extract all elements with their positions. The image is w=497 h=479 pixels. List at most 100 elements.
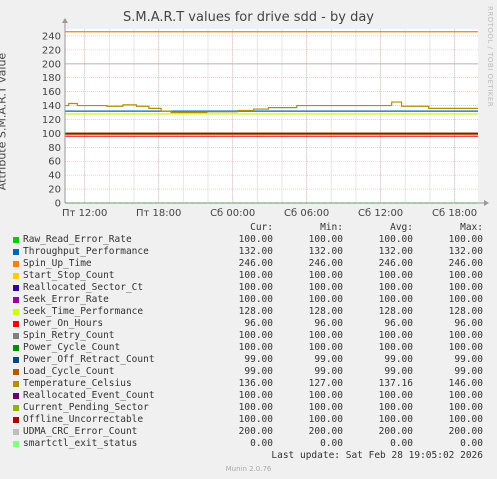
legend-min-value: 100.00 <box>308 330 343 341</box>
legend-color-swatch <box>13 392 19 399</box>
legend-series-cell: Raw_Read_Error_Rate <box>13 234 203 246</box>
legend-avg-value: 137.16 <box>378 378 413 389</box>
legend-min-value: 99.00 <box>314 366 343 377</box>
legend-row: Reallocated_Event_Count 100.00 100.00 100.0… <box>13 390 483 402</box>
legend-avg-value: 200.00 <box>378 426 413 437</box>
legend-min-value: 96.00 <box>314 318 343 329</box>
legend-max-value: 99.00 <box>454 354 483 365</box>
legend-max-value: 99.00 <box>454 366 483 377</box>
legend-avg-value: 100.00 <box>378 294 413 305</box>
rrdtool-watermark: RRDTOOL / TOBI OETIKER <box>486 6 494 108</box>
legend-max-value: 128.00 <box>448 306 483 317</box>
legend-series-cell: Seek_Time_Performance <box>13 306 203 318</box>
legend-color-swatch <box>13 416 19 423</box>
legend-cur-value: 100.00 <box>238 234 273 245</box>
legend-table: Cur: Min: Avg: Max: Raw_Read_Error_Rate 1… <box>13 222 483 450</box>
legend-avg-value: 100.00 <box>378 330 413 341</box>
legend-series-name: Reallocated_Sector_Ct <box>23 282 144 293</box>
legend-max-value: 100.00 <box>448 414 483 425</box>
legend-row: Seek_Error_Rate 100.00 100.00 100.00 100.00 <box>13 294 483 306</box>
legend-row: Temperature_Celsius 136.00 127.00 137.16 146… <box>13 378 483 390</box>
legend-cur-value: 99.00 <box>244 354 273 365</box>
legend-series-cell: UDMA_CRC_Error_Count <box>13 426 203 438</box>
legend-color-swatch <box>13 248 19 255</box>
legend-avg-value: 246.00 <box>378 258 413 269</box>
legend-row: Seek_Time_Performance 128.00 128.00 128.00 1… <box>13 306 483 318</box>
legend-avg-value: 132.00 <box>378 246 413 257</box>
legend-avg-value: 100.00 <box>378 282 413 293</box>
legend-color-swatch <box>13 332 19 339</box>
legend-avg-value: 100.00 <box>378 414 413 425</box>
legend-cur-value: 136.00 <box>238 378 273 389</box>
legend-avg-value: 100.00 <box>378 234 413 245</box>
last-update: Last update: Sat Feb 28 19:05:02 2026 <box>271 450 483 461</box>
legend-series-cell: Seek_Error_Rate <box>13 294 203 306</box>
legend-color-swatch <box>13 428 19 435</box>
legend-max-value: 100.00 <box>448 270 483 281</box>
legend-series-cell: Spin_Up_Time <box>13 258 203 270</box>
plot-area <box>65 29 478 203</box>
legend-header-row: Cur: Min: Avg: Max: <box>13 222 483 234</box>
legend-series-name: Seek_Time_Performance <box>23 306 144 317</box>
y-tick-label: 120 <box>42 115 61 126</box>
legend-color-swatch <box>13 308 19 315</box>
legend-row: Throughput_Performance 132.00 132.00 132.00… <box>13 246 483 258</box>
legend-series-cell: Power_Off_Retract_Count <box>13 354 203 366</box>
legend-avg-value: 99.00 <box>384 354 413 365</box>
legend-cur-value: 132.00 <box>238 246 273 257</box>
legend-series-cell: Power_On_Hours <box>13 318 203 330</box>
legend-avg-value: 96.00 <box>384 318 413 329</box>
legend-header-cur: Cur: <box>250 222 273 233</box>
legend-series-name: Reallocated_Event_Count <box>23 390 155 401</box>
legend-cur-value: 100.00 <box>238 294 273 305</box>
y-tick-label: 160 <box>42 87 61 98</box>
legend-series-cell: smartctl_exit_status <box>13 438 203 450</box>
legend-series-cell: Power_Cycle_Count <box>13 342 203 354</box>
legend-min-value: 100.00 <box>308 402 343 413</box>
legend-max-value: 96.00 <box>454 318 483 329</box>
legend-row: Power_Off_Retract_Count 99.00 99.00 99.00 99… <box>13 354 483 366</box>
y-tick-label: 180 <box>42 73 61 84</box>
legend-max-value: 246.00 <box>448 258 483 269</box>
legend-avg-value: 100.00 <box>378 342 413 353</box>
legend-cur-value: 100.00 <box>238 342 273 353</box>
legend-min-value: 100.00 <box>308 342 343 353</box>
y-tick-label: 80 <box>48 143 61 154</box>
legend-series-name: Power_Cycle_Count <box>23 342 121 353</box>
legend-row: Start_Stop_Count 100.00 100.00 100.00 100.00 <box>13 270 483 282</box>
x-tick-label: Сб 18:00 <box>432 208 477 219</box>
legend-min-value: 99.00 <box>314 354 343 365</box>
x-tick-label: Сб 00:00 <box>210 208 255 219</box>
legend-row: smartctl_exit_status 0.00 0.00 0.00 0.00 <box>13 438 483 450</box>
legend-avg-value: 128.00 <box>378 306 413 317</box>
x-tick-label: Сб 06:00 <box>284 208 329 219</box>
legend-avg-value: 100.00 <box>378 402 413 413</box>
legend-min-value: 128.00 <box>308 306 343 317</box>
legend-series-name: UDMA_CRC_Error_Count <box>23 426 138 437</box>
legend-series-cell: Reallocated_Event_Count <box>13 390 203 402</box>
legend-avg-value: 99.00 <box>384 366 413 377</box>
x-axis-arrow <box>484 200 489 206</box>
legend-max-value: 132.00 <box>448 246 483 257</box>
legend-cur-value: 100.00 <box>238 330 273 341</box>
legend-min-value: 100.00 <box>308 414 343 425</box>
legend-min-value: 100.00 <box>308 294 343 305</box>
legend-cur-value: 100.00 <box>238 390 273 401</box>
legend-cur-value: 100.00 <box>238 282 273 293</box>
y-tick-label: 100 <box>42 129 61 140</box>
legend-min-value: 100.00 <box>308 234 343 245</box>
legend-header-max: Max: <box>460 222 483 233</box>
legend-cur-value: 99.00 <box>244 366 273 377</box>
legend-series-cell: Start_Stop_Count <box>13 270 203 282</box>
smart-chart: 0 20 40 60 80 100 120 140 160 180 200 220 240 Пт 12:0… <box>42 18 489 219</box>
y-tick-label: 220 <box>42 45 61 56</box>
y-tick-label: 20 <box>48 185 61 196</box>
legend-max-value: 100.00 <box>448 282 483 293</box>
legend-cur-value: 0.00 <box>250 438 273 449</box>
legend-series-cell: Current_Pending_Sector <box>13 402 203 414</box>
legend-series-cell: Load_Cycle_Count <box>13 366 203 378</box>
legend-row: Power_Cycle_Count 100.00 100.00 100.00 100.0… <box>13 342 483 354</box>
legend-row: Current_Pending_Sector 100.00 100.00 100.00… <box>13 402 483 414</box>
legend-color-swatch <box>13 404 19 411</box>
legend-cur-value: 128.00 <box>238 306 273 317</box>
